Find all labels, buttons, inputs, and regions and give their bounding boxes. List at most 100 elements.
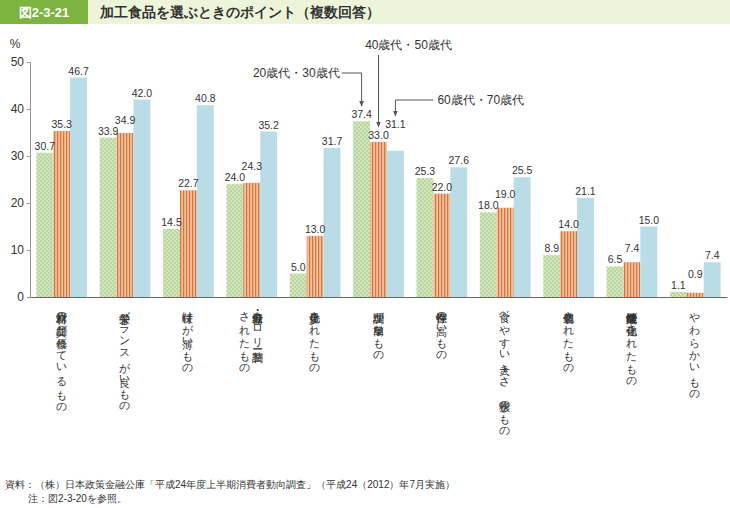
bar — [180, 190, 197, 297]
data-label: 37.4 — [351, 108, 372, 120]
data-label: 15.0 — [639, 214, 660, 226]
data-label: 40.8 — [195, 92, 216, 104]
x-tick-label-line: 保存性の高いもの — [436, 304, 449, 359]
data-label: 7.4 — [625, 242, 640, 254]
chart: 図2-3-21 加工食品を選ぶときのポイント（複数回答） 0 10 20 30 40 50% 原… — [0, 0, 730, 508]
data-label: 8.9 — [544, 242, 559, 254]
x-tick: 少量化されたもの — [309, 304, 321, 372]
y-tick-label: 30 — [11, 149, 25, 163]
bar — [417, 178, 434, 297]
data-label: 33.0 — [368, 129, 389, 141]
data-label: 31.7 — [322, 135, 343, 147]
y-tick-mark — [27, 203, 30, 204]
series-bars — [70, 78, 721, 297]
bar — [307, 236, 324, 297]
legend-arrow — [378, 55, 379, 127]
x-tick: 調理が簡単なもの — [373, 304, 385, 359]
data-label: 14.5 — [161, 216, 182, 228]
x-tick-label: 個包装されたもの — [563, 304, 575, 372]
data-label: 30.7 — [35, 140, 56, 152]
bar — [640, 227, 657, 298]
data-label: 5.0 — [291, 261, 306, 273]
bar — [243, 183, 260, 297]
bar — [370, 142, 387, 297]
y-tick-label: 40 — [11, 102, 25, 116]
x-tick-label: 栄養バランスが良いもの — [119, 304, 132, 410]
bar — [497, 208, 514, 297]
x-tick: やわらかいもの — [689, 304, 701, 398]
bar — [353, 121, 370, 297]
y-tick-mark — [27, 297, 30, 298]
y-axis: 0 10 20 30 40 50 — [11, 55, 31, 304]
bar — [543, 255, 560, 297]
x-tick-label: やわらかいもの — [689, 304, 701, 398]
data-labels: 30.735.346.733.934.942.014.522.740.824.0… — [35, 65, 720, 291]
x-tick-label: 味付けが薄いもの — [182, 304, 194, 372]
data-label: 25.5 — [512, 164, 533, 176]
figure-badge — [0, 0, 88, 24]
data-label: 21.1 — [575, 185, 596, 197]
y-tick-mark — [27, 250, 30, 251]
legend-label: 60歳代・70歳代 — [437, 93, 524, 107]
data-label: 31.1 — [385, 118, 406, 130]
x-tick-label: 健康機能性が強化されたもの — [626, 304, 639, 385]
data-label: 1.1 — [671, 279, 686, 291]
x-tick-label: 保存性の高いもの — [436, 304, 449, 359]
data-label: 6.5 — [608, 253, 623, 265]
x-tick: 食べやすい大きさ、形状のもの — [499, 304, 512, 435]
legend-label: 20歳代・30歳代 — [253, 66, 340, 80]
bar — [670, 292, 687, 297]
y-tick: 10 — [11, 243, 30, 257]
y-tick-label: 0 — [17, 290, 24, 304]
x-tick-label: 原材料の品質が優れているもの — [56, 304, 69, 411]
x-tick: 栄養バランスが良いもの — [119, 304, 132, 410]
data-label: 22.7 — [178, 177, 199, 189]
data-label: 35.3 — [51, 118, 72, 130]
data-label: 24.3 — [242, 160, 263, 172]
data-label: 34.9 — [115, 114, 136, 126]
x-tick: 保存性の高いもの — [436, 304, 449, 359]
bar — [607, 266, 624, 297]
y-axis-title: % — [10, 37, 21, 51]
y-tick: 0 — [17, 290, 30, 304]
bar — [450, 167, 467, 297]
x-tick: 塩分・糖分・カロリー調整されたもの — [239, 304, 265, 372]
bar — [36, 153, 53, 297]
legend-callouts: 20歳代・30歳代 40歳代・50歳代 60歳代・70歳代 — [253, 38, 524, 127]
y-tick-label: 50 — [11, 55, 25, 69]
x-tick: 個包装されたもの — [563, 304, 575, 372]
series-bars — [53, 131, 704, 297]
x-tick-label-line: 原材料の品質が優れているもの — [56, 304, 69, 411]
x-tick-label: 少量化されたもの — [309, 304, 321, 372]
bar — [163, 229, 180, 297]
y-tick-mark — [27, 62, 30, 63]
x-tick-label-line: されたもの — [239, 304, 251, 372]
x-tick-label-line: 味付けが薄いもの — [182, 304, 194, 372]
data-label: 7.4 — [705, 249, 720, 261]
legend-label: 40歳代・50歳代 — [365, 38, 452, 52]
x-tick-label: 塩分・糖分・カロリー調整されたもの — [239, 304, 265, 372]
bar — [577, 198, 594, 297]
legend-arrow — [342, 73, 362, 106]
note: 注：図2-3-20を参照。 — [28, 493, 127, 504]
x-tick-label-line: 調理が簡単なもの — [373, 304, 385, 359]
data-label: 14.0 — [558, 218, 579, 230]
x-tick: 健康機能性が強化されたもの — [626, 304, 639, 385]
x-tick-label-line: 食べやすい大きさ、形状のもの — [499, 304, 512, 435]
title-band — [0, 0, 730, 24]
data-label: 27.6 — [449, 154, 470, 166]
x-tick-label-line: 栄養バランスが良いもの — [119, 304, 132, 410]
bar — [560, 231, 577, 297]
bar — [133, 100, 150, 297]
y-tick: 20 — [11, 196, 30, 210]
data-label: 35.2 — [258, 119, 279, 131]
x-tick-label: 調理が簡単なもの — [373, 304, 385, 359]
bar — [514, 177, 531, 297]
data-label: 13.0 — [305, 223, 326, 235]
data-label: 33.9 — [98, 125, 119, 137]
title: 加工食品を選ぶときのポイント（複数回答） — [99, 4, 380, 20]
bar — [704, 262, 721, 297]
x-tick-label-line: 健康機能性が強化されたもの — [626, 304, 639, 385]
figure-label: 図2-3-21 — [19, 5, 70, 20]
bar — [433, 194, 450, 297]
